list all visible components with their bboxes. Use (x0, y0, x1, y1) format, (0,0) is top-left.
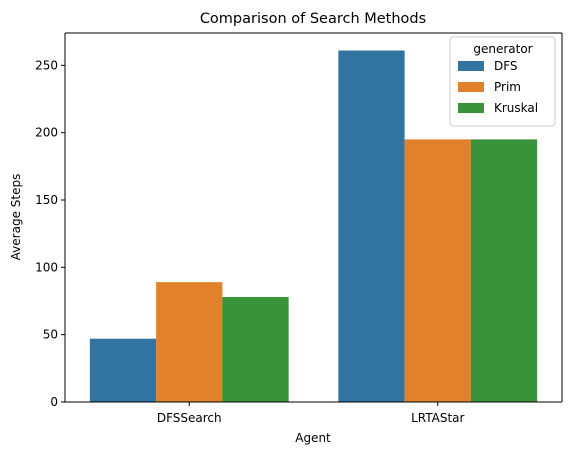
x-tick-label: LRTAStar (411, 411, 464, 425)
y-tick-label: 0 (50, 395, 58, 409)
legend-swatch-kruskal (458, 103, 484, 113)
legend-swatch-dfs (458, 61, 484, 71)
bar-prim-dfssearch (156, 282, 223, 402)
x-tick-label: DFSSearch (157, 411, 222, 425)
legend-items: DFS Prim Kruskal (458, 59, 538, 115)
y-axis: 0 50 100 150 200 250 (35, 58, 65, 409)
bar-kruskal-lrtastar (470, 139, 538, 403)
bar-dfs-lrtastar (338, 50, 405, 403)
y-tick-label: 50 (43, 328, 58, 342)
legend-label-prim: Prim (494, 80, 521, 94)
y-tick-label: 200 (35, 126, 58, 140)
bars-group (89, 50, 538, 403)
legend-label-dfs: DFS (494, 59, 518, 73)
bar-prim-lrtastar (404, 139, 471, 403)
y-tick-label: 150 (35, 193, 58, 207)
bar-kruskal-dfssearch (222, 296, 289, 402)
legend-swatch-prim (458, 82, 484, 92)
legend: generator DFS Prim Kruskal (449, 36, 556, 127)
legend-title: generator (473, 42, 532, 56)
x-axis-label: Agent (295, 431, 331, 445)
bar-dfs-dfssearch (89, 338, 157, 402)
x-axis: DFSSearch LRTAStar (157, 402, 464, 425)
y-tick-label: 250 (35, 58, 58, 72)
y-tick-label: 100 (35, 260, 58, 274)
y-axis-label: Average Steps (9, 174, 23, 261)
chart-title: Comparison of Search Methods (200, 11, 426, 27)
legend-label-kruskal: Kruskal (494, 101, 538, 115)
